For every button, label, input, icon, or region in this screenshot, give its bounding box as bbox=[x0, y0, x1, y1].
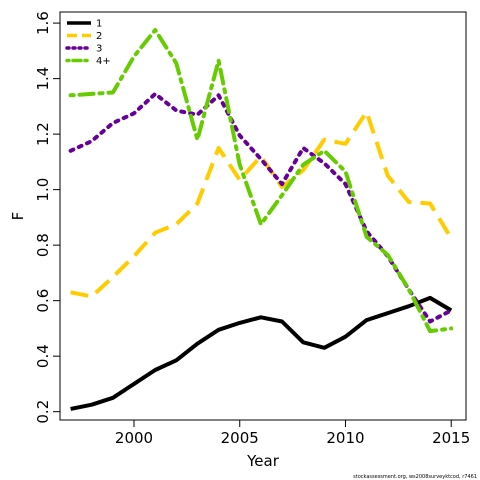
series-layer bbox=[68, 28, 454, 411]
x-axis-title: Year bbox=[246, 452, 280, 470]
series-line-3 bbox=[68, 91, 454, 324]
y-tick-label: 1.6 bbox=[34, 11, 52, 35]
y-tick-label: 0.4 bbox=[34, 344, 52, 368]
x-tick-label: 2015 bbox=[432, 429, 470, 447]
y-tick-label: 0.8 bbox=[34, 233, 52, 257]
y-tick-label: 1.0 bbox=[34, 178, 52, 202]
legend: 12 34+ bbox=[65, 19, 111, 67]
y-axis-title: F bbox=[9, 212, 27, 221]
legend-label: 3 bbox=[96, 44, 102, 55]
y-tick-label: 1.4 bbox=[34, 67, 52, 91]
series-line-1 bbox=[70, 295, 453, 411]
series-line-2 bbox=[70, 109, 453, 299]
credit-text: stockassessment.org, ws2008surveyktcod, … bbox=[353, 474, 477, 480]
y-tick-label: 0.2 bbox=[34, 400, 52, 424]
x-tick-label: 2010 bbox=[326, 429, 364, 447]
x-tick-label: 2000 bbox=[115, 429, 153, 447]
legend-label: 4+ bbox=[96, 56, 111, 67]
legend-label: 1 bbox=[96, 19, 102, 30]
y-axis: 0.2 0.4 0.6 0.8 1.0 1.2 1.4 1.6 bbox=[34, 11, 61, 424]
x-tick-label: 2005 bbox=[221, 429, 259, 447]
series-line-4 bbox=[68, 28, 454, 334]
plot-frame bbox=[59, 11, 467, 421]
y-tick-label: 0.6 bbox=[34, 289, 52, 313]
x-axis: 2000 2005 2010 2015 bbox=[115, 419, 470, 447]
legend-label: 2 bbox=[96, 31, 102, 42]
y-tick-label: 1.2 bbox=[34, 122, 52, 146]
